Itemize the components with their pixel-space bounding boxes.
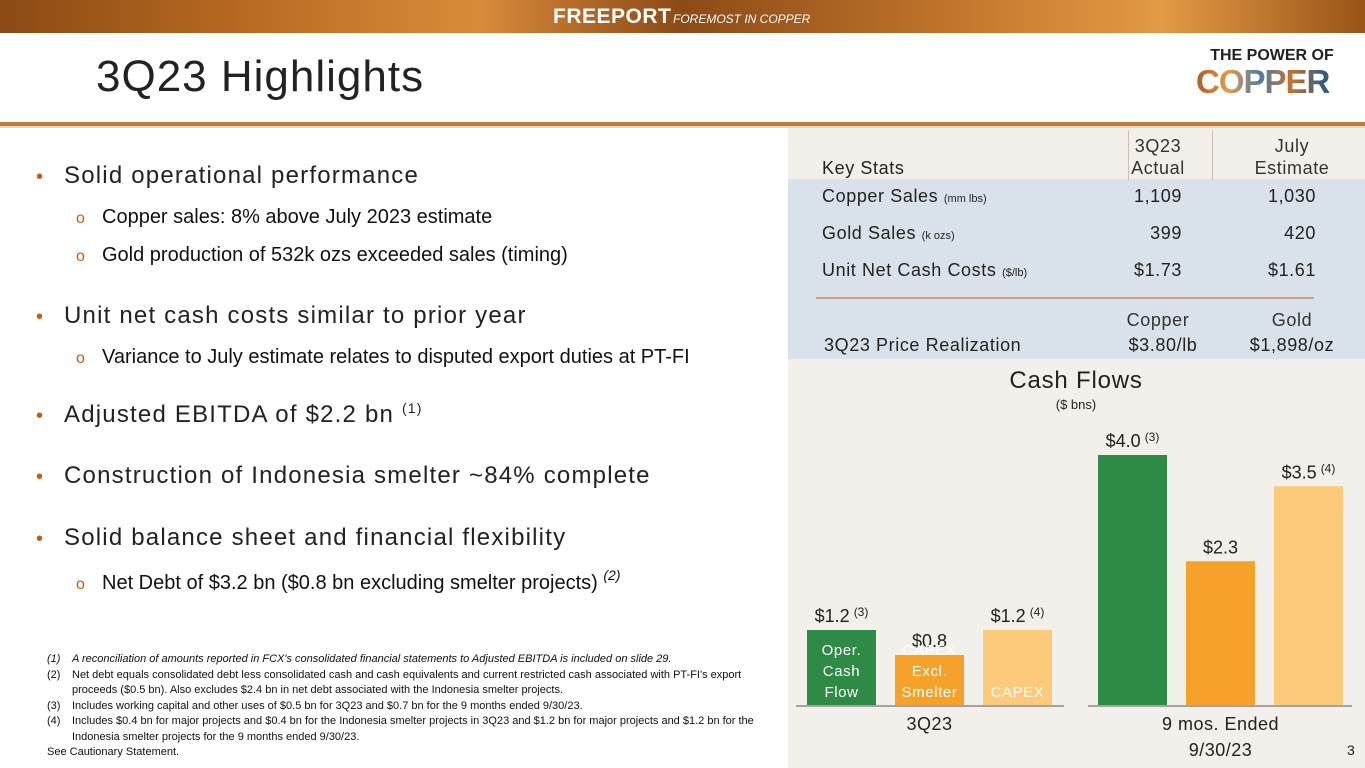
footnote-1: (1) A reconciliation of amounts reported …	[47, 653, 672, 665]
data-label: $0.8	[912, 631, 947, 651]
group-label: 9 mos. Ended	[1162, 714, 1279, 734]
copper-sales-actual: 1,109	[1133, 186, 1182, 206]
bullet-dot: •	[36, 528, 45, 550]
bullet-ebitda: • Adjusted EBITDA of $2.2 bn (1)	[36, 400, 423, 428]
bullet-unit-costs: • Unit net cash costs similar to prior ye…	[36, 302, 527, 329]
copper-price-value: $3.80/lb	[1128, 335, 1198, 355]
bullet-operational: • Solid operational performance	[36, 162, 419, 189]
group-label: 9/30/23	[1189, 740, 1253, 760]
bar-series-label: CAPEX	[903, 642, 957, 659]
bar-3q23-1	[895, 655, 964, 705]
freeport-brand: FREEPORT	[553, 5, 672, 28]
footnotes: (1) A reconciliation of amounts reported …	[47, 652, 787, 761]
logo-line1: THE POWER OF	[1210, 47, 1334, 64]
power-of-copper-logo: THE POWER OF COPPER	[1196, 47, 1356, 98]
sub-bullet-variance: o Variance to July estimate relates to di…	[76, 346, 690, 368]
sub-bullet-marker: o	[76, 350, 85, 367]
page-number: 3	[1347, 742, 1355, 758]
sub-bullet-copper-sales: o Copper sales: 8% above July 2023 estima…	[76, 206, 493, 228]
copper-price-header: Copper	[1126, 310, 1190, 330]
bar-9mos-1	[1186, 561, 1255, 705]
sub-bullet-gold-production: o Gold production of 532k ozs exceeded sa…	[76, 244, 568, 266]
chart-title: Cash Flows	[1009, 367, 1142, 394]
row-copper-sales: Copper Sales (mm lbs)	[822, 186, 987, 206]
top-banner: FREEPORT FOREMOST IN COPPER	[0, 0, 1365, 33]
cash-flows-chart: Cash Flows ($ bns) $1.2 (3) Oper. Cash Flow $0.…	[796, 367, 1352, 760]
column-divider	[1128, 130, 1129, 180]
footnote-ref: (2)	[603, 567, 621, 583]
bullet-dot: •	[36, 405, 45, 427]
brand-tagline: FOREMOST IN COPPER	[673, 12, 811, 26]
page-title: 3Q23 Highlights	[96, 52, 425, 101]
sub-bullet-marker: o	[76, 576, 85, 593]
data-label: $3.5 (4)	[1282, 461, 1336, 482]
footnote-ref: (1)	[401, 400, 423, 416]
bar-series-label: CAPEX	[991, 684, 1045, 701]
header-divider-shadow	[0, 126, 1365, 128]
bullet-dot: •	[36, 306, 45, 328]
gold-sales-actual: 399	[1150, 223, 1182, 243]
cautionary-statement: See Cautionary Statement.	[47, 746, 180, 758]
footnote-3: (3) Includes working capital and other us…	[47, 699, 583, 712]
unit-costs-actual: $1.73	[1133, 260, 1182, 280]
data-label: $1.2 (3)	[815, 605, 869, 626]
gold-price-header: Gold	[1271, 310, 1313, 330]
col-header-actual: 3Q23 Actual	[1131, 136, 1185, 178]
header-divider	[0, 122, 1365, 126]
bar-series-label: Smelter	[902, 684, 958, 701]
bar-3q23-2	[983, 630, 1052, 705]
bullet-smelter: • Construction of Indonesia smelter ~84% …	[36, 462, 651, 489]
bar-9mos-2	[1274, 486, 1343, 705]
bullet-dot: •	[36, 466, 45, 488]
footnote-2: (2) Net debt equals consolidated debt les…	[47, 668, 742, 697]
bar-3q23-0	[807, 630, 876, 705]
copper-sales-estimate: 1,030	[1267, 186, 1316, 206]
col-header-estimate: July Estimate	[1254, 136, 1330, 178]
data-label: $1.2 (4)	[991, 605, 1045, 626]
sub-bullet-net-debt: o Net Debt of $3.2 bn ($0.8 bn excluding …	[76, 567, 621, 594]
bar-series-label: Excl.	[912, 663, 948, 680]
gold-price-value: $1,898/oz	[1249, 335, 1335, 355]
group-label: 3Q23	[906, 714, 952, 734]
bar-series-label: Oper.	[822, 642, 862, 659]
bar-9mos-0	[1098, 455, 1167, 705]
bullet-balance-sheet: • Solid balance sheet and financial flexi…	[36, 524, 567, 551]
bullet-dot: •	[36, 166, 45, 188]
logo-line2: COPPER	[1196, 65, 1356, 98]
data-label: $4.0 (3)	[1106, 430, 1160, 451]
unit-costs-estimate: $1.61	[1267, 260, 1316, 280]
gold-sales-estimate: 420	[1284, 223, 1316, 243]
bar-series-label: Cash	[823, 663, 860, 680]
key-stats-label: Key Stats	[822, 158, 905, 178]
data-label: $2.3	[1203, 537, 1238, 557]
row-gold-sales: Gold Sales (k ozs)	[822, 223, 955, 243]
stats-separator	[816, 297, 1314, 299]
price-realization-label: 3Q23 Price Realization	[824, 335, 1022, 355]
key-stats-band	[788, 179, 1365, 359]
sub-bullet-marker: o	[76, 210, 85, 227]
column-divider	[1212, 130, 1213, 180]
sub-bullet-marker: o	[76, 248, 85, 265]
row-unit-net-cash-costs: Unit Net Cash Costs ($/lb)	[822, 260, 1028, 280]
chart-subtitle: ($ bns)	[1056, 397, 1096, 412]
bar-series-label: Flow	[824, 684, 858, 701]
footnote-4: (4) Includes $0.4 bn for major projects a…	[47, 715, 754, 743]
